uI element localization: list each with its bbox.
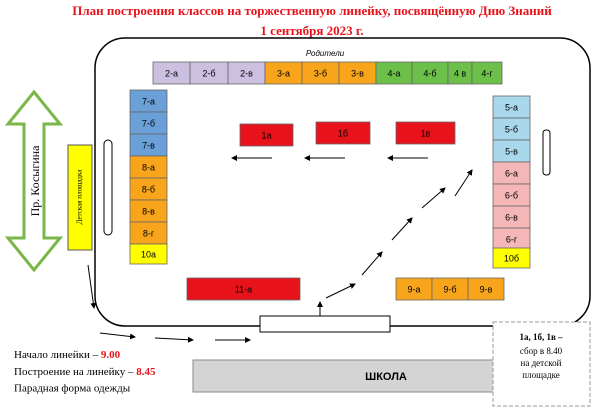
class-label: 5-а bbox=[505, 102, 518, 112]
class-label: 3-в bbox=[351, 68, 364, 78]
class-label: 11-а bbox=[235, 284, 252, 294]
class-label: 2-б bbox=[202, 68, 215, 78]
class-label: 6-б bbox=[505, 190, 518, 200]
class-box bbox=[186, 277, 301, 301]
class-label: 9-а bbox=[407, 284, 420, 294]
class-label: 2-а bbox=[165, 68, 178, 78]
class-label: 4-г bbox=[481, 68, 493, 78]
class-box bbox=[129, 243, 168, 265]
class-label: 8-в bbox=[142, 206, 155, 216]
info-label: Построение на линейку – bbox=[14, 366, 136, 378]
class-label: 8-а bbox=[142, 162, 155, 172]
class-box bbox=[467, 277, 505, 301]
note-line: площадке bbox=[522, 370, 559, 380]
class-box bbox=[315, 121, 371, 145]
street-arrow bbox=[4, 89, 64, 273]
class-label: 2-в bbox=[240, 68, 253, 78]
class-label: 3-а bbox=[277, 68, 290, 78]
note-line: 1а, 1б, 1в – bbox=[519, 332, 563, 342]
class-label: 7-а bbox=[142, 96, 155, 106]
class-label: 8-б bbox=[142, 184, 155, 194]
info-time: 8.45 bbox=[136, 366, 156, 378]
title-line: 1 сентября 2023 г. bbox=[260, 23, 363, 38]
class-label: 7-в bbox=[142, 140, 155, 150]
class-label: 6-а bbox=[505, 168, 518, 178]
class-label: 6-в bbox=[505, 212, 518, 222]
class-label: 10б bbox=[504, 253, 519, 263]
class-label: 6-г bbox=[506, 234, 518, 244]
school-label: ШКОЛА bbox=[365, 371, 407, 383]
info-time: 9.00 bbox=[101, 349, 121, 361]
class-label: 5-в bbox=[505, 146, 518, 156]
class-label: 3-б bbox=[314, 68, 327, 78]
note-line: сбор в 8.40 bbox=[520, 346, 563, 356]
class-label: 1б bbox=[338, 128, 348, 138]
arrows bbox=[87, 155, 473, 343]
street-label: Пр. Косыгина bbox=[28, 145, 42, 217]
entrance bbox=[259, 315, 391, 333]
class-label: 10а bbox=[141, 249, 156, 259]
class-box bbox=[492, 247, 531, 269]
class-label: 9-б bbox=[443, 284, 456, 294]
info-label: Начало линейки – bbox=[14, 349, 101, 361]
class-box bbox=[239, 123, 294, 147]
class-label: 4-б bbox=[423, 68, 436, 78]
class-label: 4-а bbox=[387, 68, 400, 78]
playground bbox=[67, 144, 93, 251]
window bbox=[542, 129, 551, 176]
class-label: 5-б bbox=[505, 124, 518, 134]
class-label: 1а bbox=[261, 130, 271, 140]
class-label: 7-б bbox=[142, 118, 155, 128]
info-line: Построение на линейку – 8.45 bbox=[14, 366, 156, 378]
parents-label: Родители bbox=[306, 49, 345, 58]
note-box bbox=[492, 321, 591, 407]
title-line: План построения классов на торжественную… bbox=[72, 3, 552, 18]
class-label: 9-в bbox=[480, 284, 493, 294]
class-label: 8-г bbox=[143, 228, 155, 238]
class-label: 1в bbox=[421, 128, 431, 138]
playground-label: Детская площадка bbox=[76, 169, 84, 225]
window bbox=[103, 139, 113, 236]
class-label: 4 в bbox=[454, 68, 467, 78]
class-box bbox=[471, 61, 503, 85]
info-line: Парадная форма одежды bbox=[14, 383, 131, 395]
info-line: Начало линейки – 9.00 bbox=[14, 349, 121, 361]
class-box bbox=[395, 121, 456, 145]
note-line: на детской bbox=[521, 358, 562, 368]
